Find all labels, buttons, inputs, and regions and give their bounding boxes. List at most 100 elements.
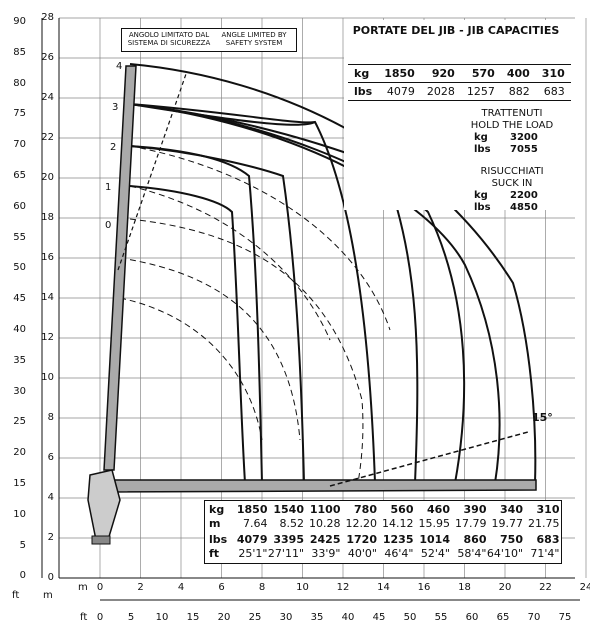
main-kg-row: kg 1850 1540 1100 780 560 460 390 340 310 <box>205 503 560 516</box>
dashed-arc-4 <box>129 145 391 331</box>
suck-lbs-row: lbs 4850 <box>474 202 554 214</box>
main-ft-value: 40'0" <box>347 547 377 560</box>
main-m-value: 19.77 <box>491 517 524 530</box>
suck-lbs-label: lbs <box>474 202 491 213</box>
jib-lbs-row: lbs 4079 2028 1257 882 683 <box>348 82 571 101</box>
suck-kg-row: kg 2200 <box>474 190 554 202</box>
main-kg-value: 780 <box>354 503 377 516</box>
suck-title-it: RISUCCHIATI <box>480 166 544 177</box>
ft-axis-label: 30 <box>13 385 26 397</box>
bottom-ft-label: 30 <box>279 612 293 623</box>
outer-curve <box>129 63 537 484</box>
main-ft-value: 71'4" <box>530 547 560 560</box>
main-lbs-value: 683 <box>536 533 560 546</box>
jib-kg-value: 920 <box>420 64 461 83</box>
jib-15deg-line <box>329 431 529 487</box>
main-kg-value: 340 <box>500 503 523 516</box>
hold-lbs-label: lbs <box>474 144 491 155</box>
bottom-m-label: 24 <box>579 582 590 593</box>
jib-kg-value: 570 <box>460 64 501 83</box>
boom-upright <box>103 65 137 471</box>
bottom-ft-label: 10 <box>155 612 169 623</box>
bottom-m-label: 18 <box>458 582 471 593</box>
bottom-ft-label: 45 <box>372 612 386 623</box>
hold-kg-value: 3200 <box>510 132 538 143</box>
hold-title-en: HOLD THE LOAD <box>470 120 554 131</box>
ft-axis-label: 65 <box>13 170 26 181</box>
ft-axis-label: 90 <box>13 16 26 27</box>
jib-lbs-value: 4079 <box>378 82 421 101</box>
ft-axis-label: 70 <box>13 139 26 151</box>
main-kg-value: 1540 <box>273 503 304 516</box>
ft-axis-label: 80 <box>13 77 26 89</box>
bottom-ft-label: 55 <box>434 612 448 623</box>
jib-label-2: 2 <box>110 142 116 153</box>
suck-title-en: SUCK IN <box>491 178 533 189</box>
ft-axis-label: 50 <box>13 262 26 274</box>
m-unit-bottom: m <box>78 582 88 593</box>
crane-boom <box>87 65 537 545</box>
m-axis-label: 16 <box>41 252 54 263</box>
main-ft-value: 46'4" <box>384 547 414 560</box>
dashed-arc-5 <box>129 185 331 341</box>
main-lbs-row: lbs 4079 3395 2425 1720 1235 1014 860 750 683 <box>205 533 560 546</box>
bottom-m-label: 20 <box>498 582 512 593</box>
main-lbs-label: lbs <box>209 533 228 546</box>
ft-axis-label: 45 <box>13 293 26 305</box>
main-lbs-value: 1720 <box>346 533 377 546</box>
curve-top-3 <box>129 103 316 126</box>
main-ft-value: 27'11" <box>267 547 304 560</box>
jib-kg-value: 400 <box>500 64 536 83</box>
bottom-m-label: 12 <box>336 582 350 593</box>
main-lbs-value: 1014 <box>419 533 450 546</box>
bottom-ft-label: 35 <box>310 612 324 623</box>
safety-note-en: ANGLE LIMITED BY SAFETY SYSTEM <box>221 31 287 47</box>
hold-lbs-value: 7055 <box>510 144 538 155</box>
jib-lbs-value: 2028 <box>420 82 461 101</box>
main-kg-value: 1850 <box>236 503 268 516</box>
m-axis-label: 12 <box>41 332 54 343</box>
jib-lbs-value: 882 <box>500 82 536 101</box>
bottom-m-label: 22 <box>539 582 552 593</box>
main-lbs-value: 1235 <box>382 533 414 546</box>
main-kg-value: 560 <box>390 503 414 516</box>
ft-axis-label: 35 <box>13 354 26 366</box>
dashed-arc-3 <box>119 297 263 441</box>
main-lbs-value: 4079 <box>236 533 268 546</box>
m-axis-label: 10 <box>41 372 54 383</box>
main-kg-label: kg <box>209 503 225 516</box>
suck-in-block: RISUCCHIATI SUCK IN kg 2200 lbs 4850 <box>474 166 554 214</box>
jib-kg-value: 310 <box>535 64 571 83</box>
m-axis-label: 26 <box>41 52 54 63</box>
m-axis-label: 8 <box>47 412 54 423</box>
bottom-m-label: 0 <box>96 582 104 593</box>
main-lbs-value: 860 <box>463 533 487 546</box>
main-m-value: 17.79 <box>455 517 487 530</box>
hold-kg-row: kg 3200 <box>474 132 554 144</box>
bottom-ft-label: 70 <box>527 612 541 623</box>
m-axis-label: 24 <box>41 92 54 103</box>
dashed-arc-2 <box>119 257 301 441</box>
bottom-ft-label: 15 <box>186 612 200 623</box>
main-ft-value: 52'4" <box>420 547 450 560</box>
hold-lbs-row: lbs 7055 <box>474 144 554 156</box>
curve-l7 <box>129 103 501 484</box>
ft-unit-left: ft <box>12 590 20 601</box>
bottom-m-label: 4 <box>177 582 185 593</box>
bottom-ft-label: 65 <box>496 612 510 623</box>
main-kg-value: 1100 <box>309 503 341 516</box>
load-curves <box>129 63 537 484</box>
m-axis-label: 22 <box>41 132 54 143</box>
jib-label-3: 3 <box>112 102 118 113</box>
curve-l0 <box>129 185 246 484</box>
bottom-m-label: 2 <box>137 582 144 593</box>
main-lbs-value: 750 <box>500 533 523 546</box>
dashed-arcs <box>119 145 391 484</box>
bottom-ft-label: 60 <box>465 612 479 623</box>
main-m-value: 15.95 <box>418 517 451 530</box>
bottom-m-label: 16 <box>417 582 431 593</box>
main-kg-value: 310 <box>536 503 560 516</box>
boom-horizontal <box>109 479 537 493</box>
main-ft-label: ft <box>209 547 220 560</box>
jib-label-0: 0 <box>105 220 111 231</box>
